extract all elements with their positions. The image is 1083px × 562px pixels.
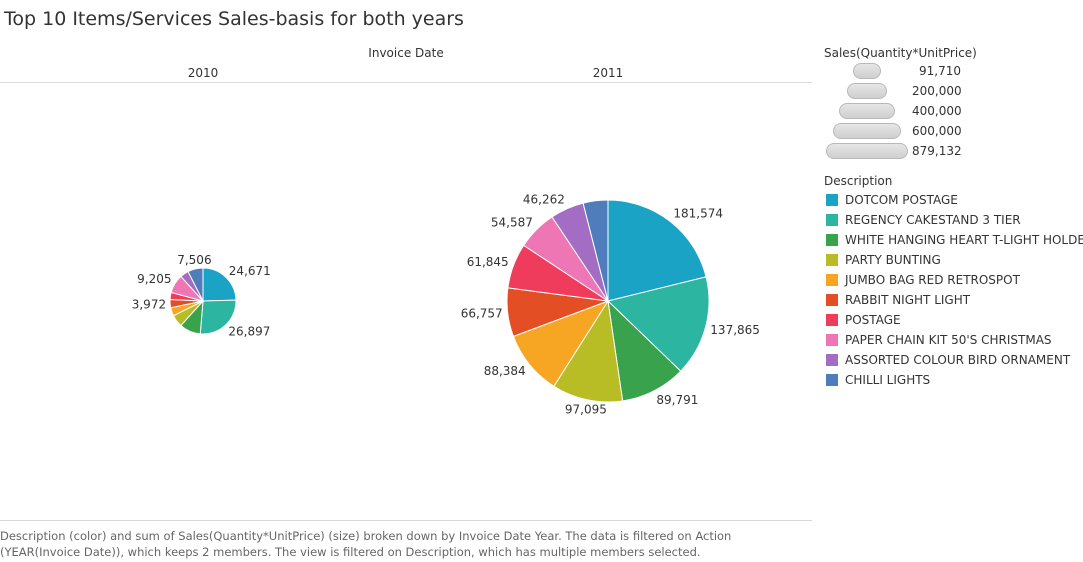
legend-label: CHILLI LIGHTS	[845, 373, 931, 387]
legend-item-bird-ornament[interactable]: ASSORTED COLOUR BIRD ORNAMENT	[824, 351, 1082, 369]
pie-chart-area: 24,671 26,897 3,972 9,205 7,506 181,574 137,86…	[132, 193, 760, 417]
pie-data-label: 97,095	[565, 403, 607, 417]
legend-label: REGENCY CAKESTAND 3 TIER	[845, 213, 1021, 227]
legend-label: ASSORTED COLOUR BIRD ORNAMENT	[845, 353, 1071, 367]
legend-label: WHITE HANGING HEART T-LIGHT HOLDER	[845, 233, 1083, 247]
legend-item-paper-chain-kit[interactable]: PAPER CHAIN KIT 50'S CHRISTMAS	[824, 331, 1082, 349]
legend-item-party-bunting[interactable]: PARTY BUNTING	[824, 251, 1082, 269]
size-legend-label: 200,000	[912, 84, 962, 98]
header-divider	[0, 82, 812, 83]
size-legend-label: 400,000	[912, 104, 962, 118]
legend-swatch	[826, 314, 838, 326]
size-legend-label: 879,132	[912, 144, 962, 158]
legend-swatch	[826, 274, 838, 286]
size-legend-shape	[833, 123, 901, 139]
pie-slice-2011-3[interactable]	[553, 299, 624, 403]
pie-data-label: 66,757	[461, 307, 503, 321]
chart-caption: Description (color) and sum of Sales(Qua…	[0, 529, 732, 559]
pie-slice-2011-9[interactable]	[582, 199, 609, 302]
legend-label: PARTY BUNTING	[845, 253, 941, 267]
size-legend-shape	[826, 143, 908, 159]
color-legend-title: Description	[824, 174, 893, 188]
size-legend-label: 91,710	[919, 64, 961, 78]
size-legend-shape	[839, 103, 895, 119]
column-header: Invoice Date	[368, 46, 444, 60]
legend-swatch	[826, 234, 838, 246]
pie-data-label: 61,845	[467, 255, 509, 269]
size-legend-shape	[847, 83, 887, 99]
pie-data-label: 3,972	[132, 297, 166, 311]
legend-item-rabbit-night-light[interactable]: RABBIT NIGHT LIGHT	[824, 291, 1082, 309]
legend-item-white-hanging-heart[interactable]: WHITE HANGING HEART T-LIGHT HOLDER	[824, 231, 1083, 249]
size-legend-item: 600,000	[824, 122, 1074, 140]
chart-title: Top 10 Items/Services Sales-basis for bo…	[4, 8, 464, 30]
legend-swatch	[826, 354, 838, 366]
size-legend-item: 879,132	[824, 142, 1074, 160]
pie-slice-2010-9[interactable]	[187, 267, 204, 302]
pie-data-label: 89,791	[656, 393, 698, 407]
legend-swatch	[826, 374, 838, 386]
pie-data-label: 181,574	[673, 207, 723, 221]
size-legend-item: 400,000	[824, 102, 1074, 120]
legend-item-jumbo-bag[interactable]: JUMBO BAG RED RETROSPOT	[824, 271, 1082, 289]
size-legend-item: 200,000	[824, 82, 1074, 100]
legend-swatch	[826, 214, 838, 226]
pie-data-label: 88,384	[484, 364, 526, 378]
pie-slice-2011-1[interactable]	[607, 276, 710, 372]
legend-item-dotcom-postage[interactable]: DOTCOM POSTAGE	[824, 191, 1082, 209]
size-legend-item: 91,710	[824, 62, 1074, 80]
pie-slice-2010-1[interactable]	[199, 299, 237, 335]
legend-item-chilli-lights[interactable]: CHILLI LIGHTS	[824, 371, 1082, 389]
size-legend-shape	[853, 63, 881, 79]
legend-label: PAPER CHAIN KIT 50'S CHRISTMAS	[845, 333, 1052, 347]
pie-data-label: 7,506	[177, 253, 211, 267]
size-legend-label: 600,000	[912, 124, 962, 138]
legend-label: POSTAGE	[845, 313, 901, 327]
legend-item-regency-cakestand[interactable]: REGENCY CAKESTAND 3 TIER	[824, 211, 1082, 229]
legend-item-postage[interactable]: POSTAGE	[824, 311, 1082, 329]
pie-data-label: 137,865	[710, 323, 760, 337]
pie-data-label: 46,262	[523, 193, 565, 207]
legend-label: JUMBO BAG RED RETROSPOT	[845, 273, 1020, 287]
year-header-2011: 2011	[592, 66, 624, 80]
pie-data-label: 24,671	[229, 264, 271, 278]
year-header-2010: 2010	[187, 66, 219, 80]
pie-data-label: 26,897	[228, 325, 270, 339]
legend-swatch	[826, 194, 838, 206]
legend-swatch	[826, 254, 838, 266]
legend-label: DOTCOM POSTAGE	[845, 193, 958, 207]
pie-slice-2010-0[interactable]	[202, 267, 237, 302]
legend-swatch	[826, 334, 838, 346]
footer-divider	[0, 520, 812, 521]
pie-slice-2011-0[interactable]	[607, 199, 707, 302]
pie-data-label: 54,587	[491, 216, 533, 230]
legend-swatch	[826, 294, 838, 306]
pie-data-label: 9,205	[137, 272, 171, 286]
size-legend-title: Sales(Quantity*UnitPrice)	[824, 46, 977, 60]
legend-label: RABBIT NIGHT LIGHT	[845, 293, 971, 307]
